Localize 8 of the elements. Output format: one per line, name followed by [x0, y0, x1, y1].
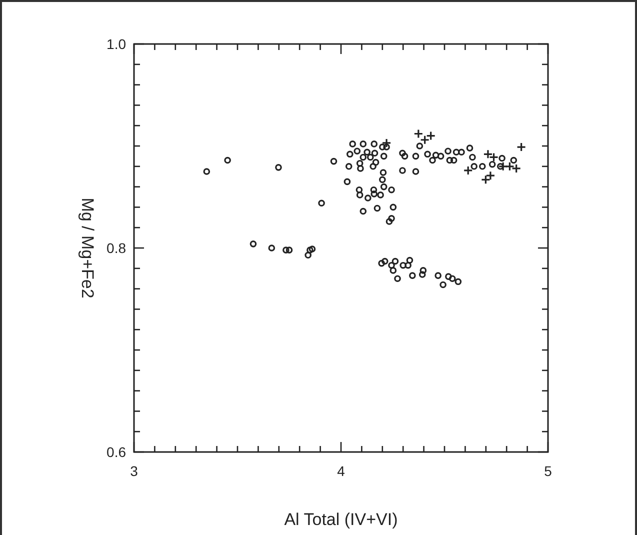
x-tick-label: 3	[130, 463, 138, 479]
x-axis-title: Al Total (IV+VI)	[284, 510, 398, 529]
x-tick-label: 5	[544, 463, 552, 479]
y-tick-label: 0.8	[106, 240, 126, 256]
x-tick-label: 4	[337, 463, 346, 479]
y-axis-title: Mg / Mg+Fe2	[78, 198, 97, 298]
y-tick-label: 1.0	[106, 36, 126, 52]
y-tick-label: 0.6	[106, 444, 126, 460]
